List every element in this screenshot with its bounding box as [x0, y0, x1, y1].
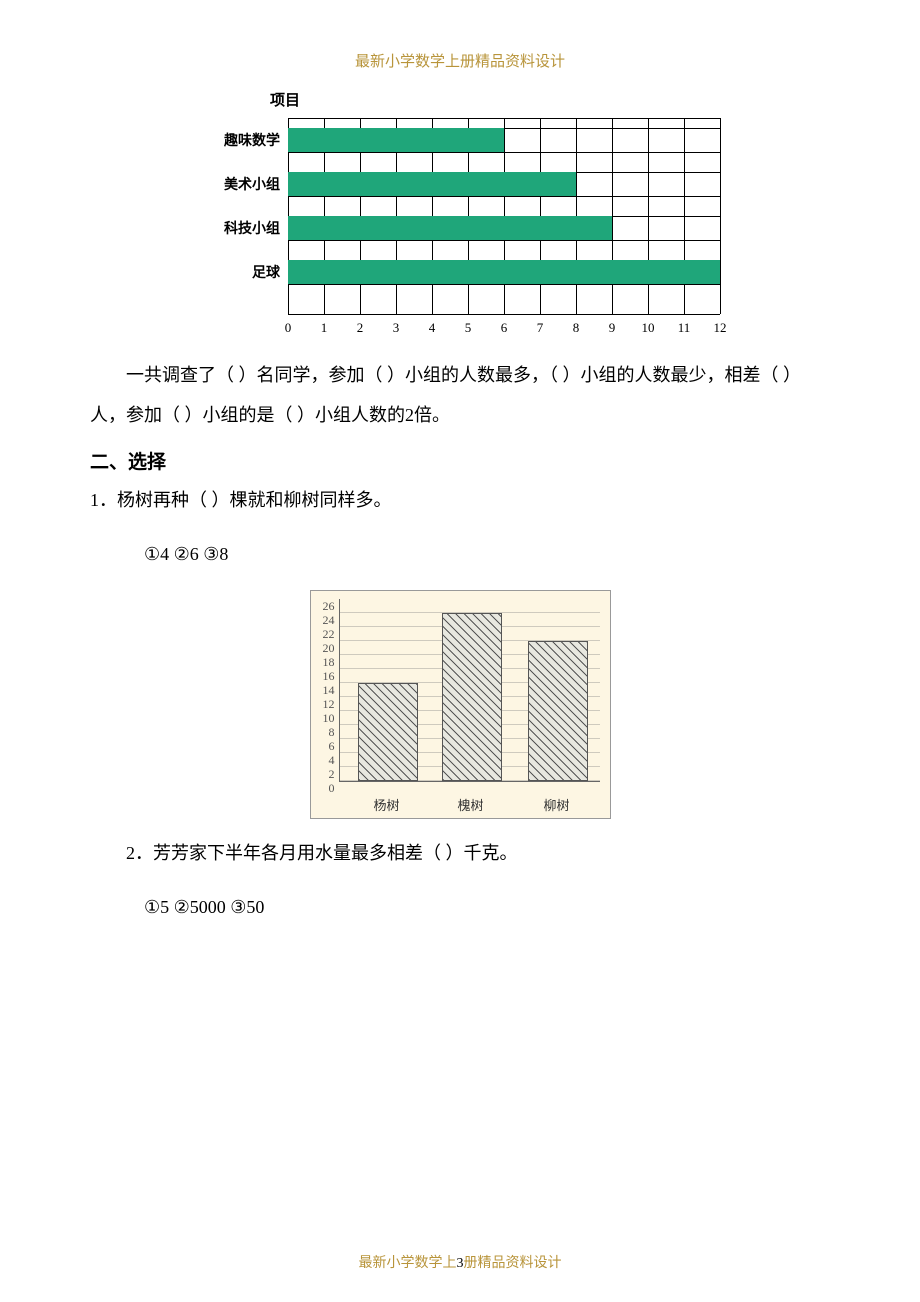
- chart1-xtick: 3: [378, 320, 414, 336]
- chart1: 项目 趣味数学美术小组科技小组足球 0123456789101112: [210, 89, 730, 336]
- chart-groups: 项目 趣味数学美术小组科技小组足球 0123456789101112: [210, 89, 830, 336]
- chart2-bar: [442, 613, 502, 781]
- chart2: 02468101214161820222426 杨树槐树柳树: [310, 590, 611, 819]
- chart1-xtick: 6: [486, 320, 522, 336]
- question-2: 2．芳芳家下半年各月用水量最多相差（ ）千克。: [90, 835, 830, 871]
- chart1-title: 项目: [270, 89, 730, 110]
- chart2-xlabel: 槐树: [441, 795, 501, 814]
- chart2-bar: [358, 683, 418, 781]
- chart-trees: 02468101214161820222426 杨树槐树柳树: [90, 590, 830, 819]
- chart2-ytick: 26: [317, 599, 335, 613]
- chart1-gridline: [288, 196, 720, 197]
- chart2-ytick: 22: [317, 627, 335, 641]
- chart1-row: 足球: [210, 260, 720, 284]
- question-1: 1．杨树再种（ ）棵就和柳树同样多。: [90, 482, 830, 518]
- chart1-category-label: 科技小组: [210, 218, 288, 238]
- chart1-gridline: [720, 118, 721, 314]
- chart2-ytick: 24: [317, 613, 335, 627]
- chart1-gridline: [288, 240, 720, 241]
- chart1-xtick: 12: [702, 320, 738, 336]
- chart1-xtick: 10: [630, 320, 666, 336]
- chart1-xtick: 4: [414, 320, 450, 336]
- chart1-xtick: 9: [594, 320, 630, 336]
- chart2-ytick: 18: [317, 655, 335, 669]
- page-header: 最新小学数学上册精品资料设计: [355, 54, 565, 70]
- chart1-xtick: 8: [558, 320, 594, 336]
- chart1-gridline: [288, 284, 720, 285]
- chart2-ytick: 12: [317, 697, 335, 711]
- chart2-ytick: 4: [317, 753, 335, 767]
- chart1-gridline: [288, 314, 720, 315]
- chart1-bar: [288, 172, 576, 196]
- page-footer: 最新小学数学上3册精品资料设计: [0, 1252, 920, 1272]
- chart2-ytick: 20: [317, 641, 335, 655]
- chart2-ytick: 16: [317, 669, 335, 683]
- chart2-ytick: 2: [317, 767, 335, 781]
- chart1-gridline: [288, 152, 720, 153]
- question-2-options: ①5 ②5000 ③50: [144, 889, 830, 925]
- chart1-xtick: 1: [306, 320, 342, 336]
- footer-prefix: 最新小学数学上: [359, 1256, 457, 1271]
- chart1-xtick: 7: [522, 320, 558, 336]
- chart1-xtick: 0: [270, 320, 306, 336]
- chart1-bar: [288, 260, 720, 284]
- chart1-category-label: 美术小组: [210, 174, 288, 194]
- chart1-row: 科技小组: [210, 216, 612, 240]
- chart1-xtick: 11: [666, 320, 702, 336]
- chart1-bar: [288, 128, 504, 152]
- chart1-category-label: 足球: [210, 262, 288, 282]
- chart1-bar: [288, 216, 612, 240]
- chart1-xtick: 5: [450, 320, 486, 336]
- chart1-gridline: [288, 118, 720, 119]
- chart2-xlabel: 杨树: [357, 795, 417, 814]
- chart1-category-label: 趣味数学: [210, 130, 288, 150]
- chart2-ytick: 8: [317, 725, 335, 739]
- section-2-heading: 二、选择: [90, 447, 830, 474]
- chart1-xtick: 2: [342, 320, 378, 336]
- chart1-row: 美术小组: [210, 172, 576, 196]
- chart2-xlabel: 柳树: [527, 795, 587, 814]
- chart2-ytick: 0: [317, 781, 335, 795]
- chart2-ytick: 14: [317, 683, 335, 697]
- question-1-options: ①4 ②6 ③8: [144, 536, 830, 572]
- chart2-ytick: 6: [317, 739, 335, 753]
- chart1-row: 趣味数学: [210, 128, 504, 152]
- footer-page-number: 3: [457, 1256, 464, 1271]
- footer-suffix: 册精品资料设计: [464, 1256, 562, 1271]
- chart2-ytick: 10: [317, 711, 335, 725]
- chart2-bar: [528, 641, 588, 781]
- fill-blank-paragraph: 一共调查了（ ）名同学，参加（ ）小组的人数最多，（ ）小组的人数最少，相差（ …: [90, 356, 830, 435]
